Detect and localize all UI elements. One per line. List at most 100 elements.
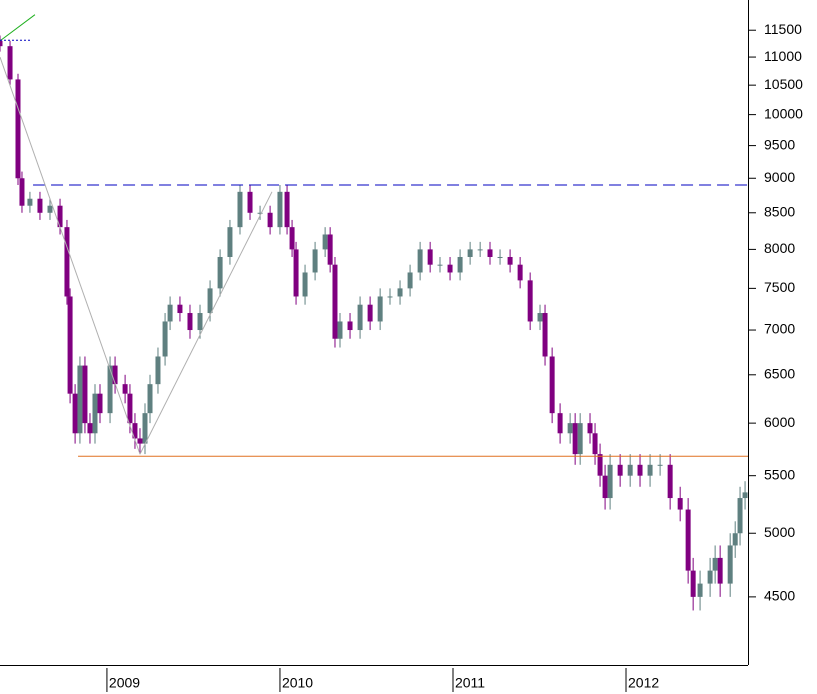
candle-body <box>637 464 643 476</box>
candle-body <box>15 79 21 179</box>
y-tick-label: 8500 <box>764 203 795 219</box>
candle-body <box>587 423 593 434</box>
candle-body <box>284 191 290 228</box>
candle-body <box>742 492 748 499</box>
candle-body <box>572 423 578 455</box>
candle-body <box>685 509 691 571</box>
candle-body <box>72 393 78 434</box>
candle-body <box>457 256 463 273</box>
y-tick-label: 7500 <box>764 279 795 295</box>
candle-body <box>467 249 473 257</box>
candle-body <box>57 205 63 228</box>
candle-body <box>92 393 98 434</box>
candle-body <box>47 205 53 213</box>
candle-body <box>67 296 73 394</box>
y-tick-label: 6500 <box>764 365 795 381</box>
candle-body <box>247 191 253 213</box>
candle-body <box>0 40 3 47</box>
y-tick-label: 10500 <box>764 76 803 92</box>
candle-body <box>507 256 513 265</box>
candle-body <box>332 264 338 339</box>
candle-body <box>677 498 683 510</box>
y-tick-label: 8000 <box>764 240 795 256</box>
y-tick-label: 11500 <box>764 21 802 37</box>
candle-body <box>557 413 563 434</box>
candle-body <box>112 365 118 385</box>
x-tick-label: 2010 <box>282 675 313 691</box>
candle-body <box>657 464 663 466</box>
candle-body <box>647 464 653 476</box>
y-tick-label: 4500 <box>764 588 795 604</box>
candle-body <box>107 365 113 414</box>
candle-body <box>162 321 168 357</box>
candle-body <box>527 280 533 322</box>
candle-body <box>437 264 443 266</box>
y-tick-label: 10000 <box>764 105 803 121</box>
candle-body <box>617 464 623 476</box>
candle-body <box>690 570 696 597</box>
candle-body <box>302 272 308 297</box>
candle-body <box>347 321 353 331</box>
candle-body <box>177 304 183 314</box>
candle-body <box>549 356 555 414</box>
candle-body <box>267 212 273 228</box>
candle-body <box>27 198 33 206</box>
annotation-line <box>0 14 36 42</box>
candle-body <box>293 249 299 297</box>
candle-body <box>577 423 583 455</box>
candle-body <box>602 475 608 499</box>
y-tick-label: 9000 <box>764 169 795 185</box>
candle-body <box>592 433 598 455</box>
y-tick-label: 11000 <box>764 48 802 64</box>
candle-body <box>737 498 743 534</box>
candle-body <box>477 249 483 251</box>
candle-body <box>667 464 673 499</box>
candle-body <box>517 264 523 281</box>
candle-body <box>497 256 503 258</box>
x-tick-label: 2009 <box>109 675 140 691</box>
candle-body <box>627 464 633 476</box>
candle-body <box>322 234 328 250</box>
candle-body <box>19 178 25 206</box>
candle-body <box>217 256 223 289</box>
x-tick-label: 2012 <box>628 675 659 691</box>
candle-body <box>697 583 703 597</box>
candle-body <box>487 249 493 257</box>
candle-body <box>542 313 548 357</box>
y-tick-label: 6000 <box>764 414 795 430</box>
candle-body <box>397 288 403 297</box>
y-tick-label: 5000 <box>764 524 795 540</box>
y-tick-label: 5500 <box>764 466 795 482</box>
candle-body <box>312 249 318 273</box>
candle-body <box>197 313 203 331</box>
annotation-line <box>0 56 141 455</box>
candle-body <box>227 227 233 257</box>
candle-body <box>187 313 193 331</box>
candle-body <box>407 272 413 289</box>
candle-body <box>147 384 153 414</box>
candle-body <box>417 249 423 273</box>
candle-body <box>427 249 433 265</box>
candle-body <box>357 304 363 331</box>
candle-body <box>122 384 128 394</box>
candle-body <box>137 438 143 444</box>
candle-body <box>597 454 603 476</box>
candle-body <box>155 356 161 385</box>
candle-body <box>367 304 373 322</box>
candle-body <box>567 423 573 434</box>
candle-body <box>87 423 93 434</box>
candle-body <box>77 365 83 434</box>
candle-body <box>727 545 733 584</box>
candle-body <box>97 393 103 414</box>
candle-body <box>37 198 43 213</box>
candle-body <box>64 227 70 297</box>
x-tick-label: 2011 <box>455 675 485 691</box>
candle-body <box>447 264 453 273</box>
candle-body <box>289 227 295 250</box>
candle-body <box>237 191 243 228</box>
candle-body <box>142 413 148 444</box>
candle-body <box>707 570 713 584</box>
